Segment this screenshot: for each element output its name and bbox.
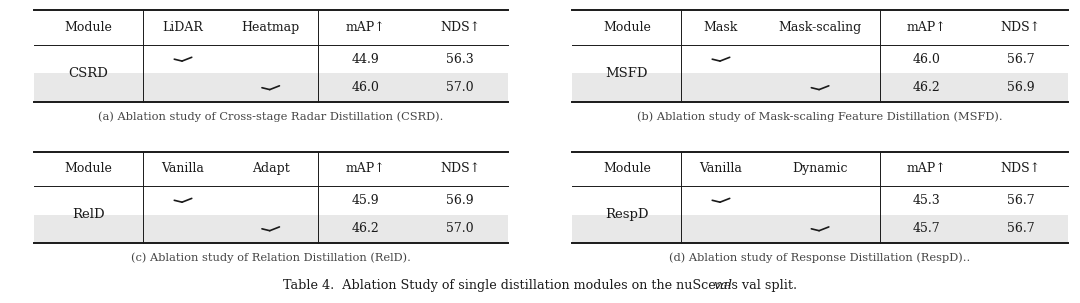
Text: Module: Module <box>603 162 651 175</box>
Text: Mask-scaling: Mask-scaling <box>779 21 862 34</box>
Text: 46.0: 46.0 <box>352 81 379 94</box>
Text: Vanilla: Vanilla <box>700 162 742 175</box>
Text: 45.7: 45.7 <box>913 222 941 235</box>
Text: Module: Module <box>65 21 112 34</box>
Text: RelD: RelD <box>72 208 105 221</box>
Text: mAP↑: mAP↑ <box>907 21 946 34</box>
Text: NDS↑: NDS↑ <box>441 21 481 34</box>
Text: CSRD: CSRD <box>68 67 108 80</box>
Text: 56.7: 56.7 <box>1007 53 1035 66</box>
Text: 57.0: 57.0 <box>446 81 474 94</box>
Text: Module: Module <box>603 21 651 34</box>
Text: Vanilla: Vanilla <box>162 162 204 175</box>
Text: 56.7: 56.7 <box>1007 222 1035 235</box>
Text: 56.3: 56.3 <box>446 53 474 66</box>
Text: (b) Ablation study of Mask-scaling Feature Distillation (MSFD).: (b) Ablation study of Mask-scaling Featu… <box>637 111 1003 122</box>
Text: Table 4.  Ablation Study of single distillation modules on the nuScenes val spli: Table 4. Ablation Study of single distil… <box>283 278 797 291</box>
Text: 44.9: 44.9 <box>352 53 379 66</box>
Text: 46.2: 46.2 <box>352 222 379 235</box>
Text: NDS↑: NDS↑ <box>1001 162 1041 175</box>
Bar <box>33 215 508 243</box>
Text: (c) Ablation study of Relation Distillation (RelD).: (c) Ablation study of Relation Distillat… <box>131 252 410 263</box>
Bar <box>572 215 1068 243</box>
Text: val: val <box>714 278 732 291</box>
Text: MSFD: MSFD <box>606 67 648 80</box>
Text: 45.9: 45.9 <box>352 194 379 207</box>
Text: mAP↑: mAP↑ <box>346 21 386 34</box>
Text: (d) Ablation study of Response Distillation (RespD)..: (d) Ablation study of Response Distillat… <box>670 252 971 263</box>
Text: 46.2: 46.2 <box>913 81 941 94</box>
Text: 45.3: 45.3 <box>913 194 941 207</box>
Text: val: val <box>714 278 732 291</box>
Text: Heatmap: Heatmap <box>242 21 300 34</box>
Text: Mask: Mask <box>704 21 738 34</box>
Text: RespD: RespD <box>605 208 649 221</box>
Text: Adapt: Adapt <box>252 162 289 175</box>
Text: 56.9: 56.9 <box>446 194 474 207</box>
Text: LiDAR: LiDAR <box>163 21 203 34</box>
Text: 56.7: 56.7 <box>1007 194 1035 207</box>
Bar <box>572 73 1068 102</box>
Text: mAP↑: mAP↑ <box>907 162 946 175</box>
Text: Dynamic: Dynamic <box>793 162 848 175</box>
Bar <box>33 73 508 102</box>
Text: mAP↑: mAP↑ <box>346 162 386 175</box>
Text: NDS↑: NDS↑ <box>1001 21 1041 34</box>
Text: (a) Ablation study of Cross-stage Radar Distillation (CSRD).: (a) Ablation study of Cross-stage Radar … <box>98 111 444 122</box>
Text: 56.9: 56.9 <box>1007 81 1035 94</box>
Text: 57.0: 57.0 <box>446 222 474 235</box>
Text: Module: Module <box>65 162 112 175</box>
Text: NDS↑: NDS↑ <box>441 162 481 175</box>
Text: 46.0: 46.0 <box>913 53 941 66</box>
